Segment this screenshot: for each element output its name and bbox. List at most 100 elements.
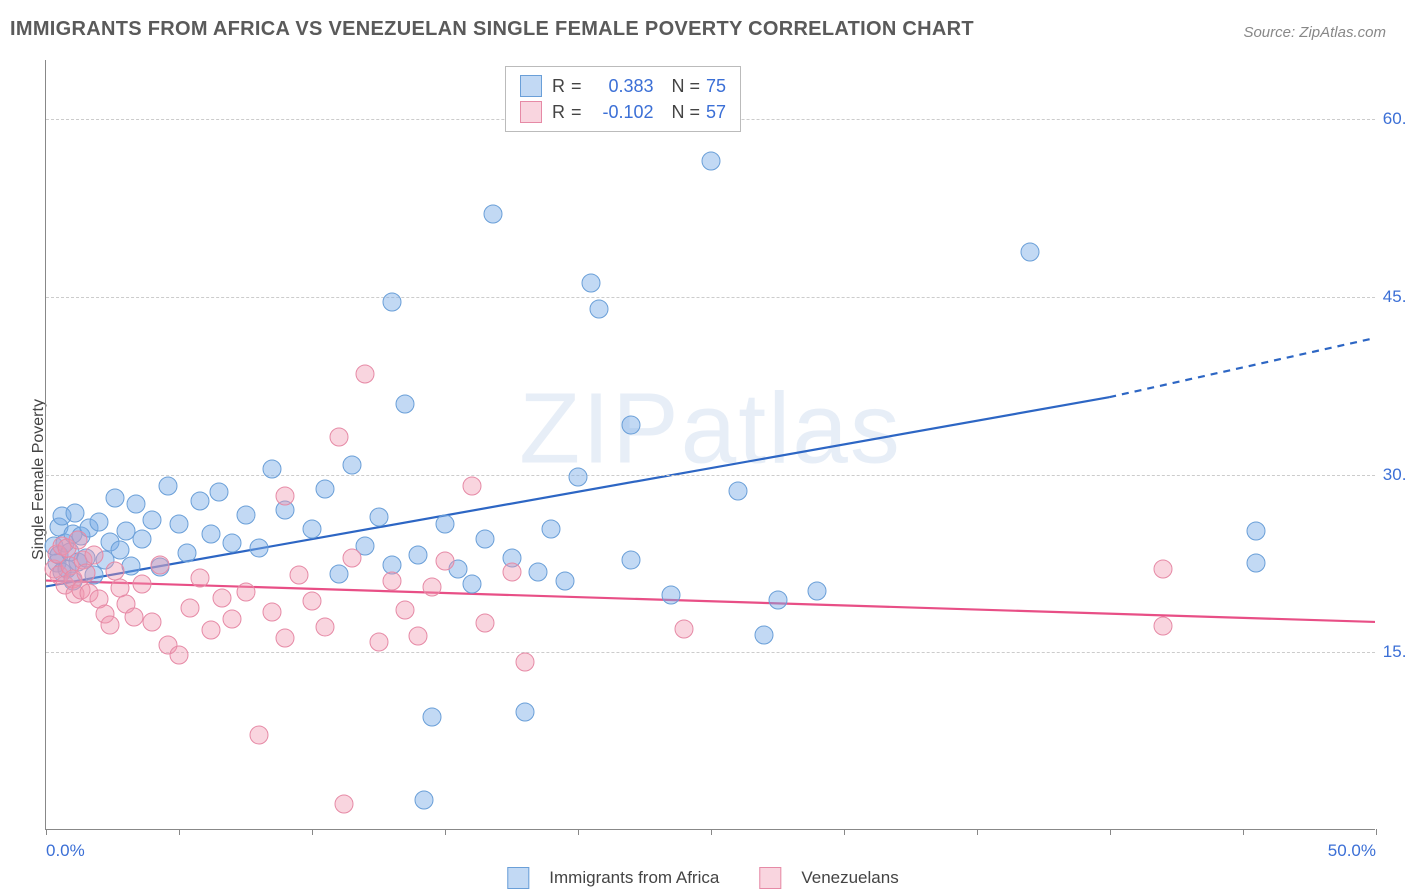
data-point-africa [409,546,428,565]
x-tick [844,829,845,835]
y-tick-label: 15.0% [1383,642,1406,662]
data-point-venezuela [515,652,534,671]
data-point-africa [90,513,109,532]
data-point-venezuela [675,619,694,638]
x-tick-label: 50.0% [1328,841,1376,861]
data-point-africa [475,529,494,548]
data-point-africa [249,539,268,558]
y-tick-label: 60.0% [1383,109,1406,129]
data-point-africa [209,483,228,502]
x-tick-label: 0.0% [46,841,85,861]
legend-swatch [520,75,542,97]
x-tick [445,829,446,835]
data-point-venezuela [180,599,199,618]
y-tick-label: 45.0% [1383,287,1406,307]
legend-row-africa: R=0.383N =75 [520,73,726,99]
legend-item-africa: Immigrants from Africa [507,867,719,889]
x-tick [711,829,712,835]
data-point-africa [263,459,282,478]
x-tick [977,829,978,835]
data-point-africa [177,543,196,562]
legend-swatch [520,101,542,123]
data-point-venezuela [334,794,353,813]
data-point-africa [223,534,242,553]
data-point-africa [582,273,601,292]
data-point-venezuela [100,616,119,635]
trend-lines [46,60,1375,829]
data-point-venezuela [422,578,441,597]
data-point-venezuela [276,486,295,505]
data-point-africa [1247,522,1266,541]
data-point-africa [622,415,641,434]
trendline-extension-africa [1109,338,1375,397]
data-point-africa [66,503,85,522]
data-point-venezuela [342,548,361,567]
data-point-africa [382,292,401,311]
data-point-venezuela [132,574,151,593]
legend-r-label: R [552,99,565,125]
data-point-venezuela [124,607,143,626]
data-point-venezuela [170,645,189,664]
legend-r-value: 0.383 [588,73,654,99]
data-point-africa [369,508,388,527]
correlation-legend: R=0.383N =75R=-0.102N =57 [505,66,741,132]
data-point-venezuela [68,530,87,549]
legend-item-venezuela: Venezuelans [759,867,898,889]
data-point-venezuela [191,568,210,587]
data-point-africa [1247,554,1266,573]
data-point-venezuela [1154,560,1173,579]
series-legend: Immigrants from Africa Venezuelans [507,867,898,889]
data-point-africa [170,515,189,534]
data-point-venezuela [76,563,95,582]
x-tick [1376,829,1377,835]
source-attribution: Source: ZipAtlas.com [1243,24,1386,41]
legend-n-value: 57 [706,99,726,125]
data-point-venezuela [409,626,428,645]
data-point-venezuela [329,427,348,446]
data-point-africa [728,482,747,501]
x-tick [1243,829,1244,835]
data-point-africa [159,477,178,496]
legend-r-label: R [552,73,565,99]
x-tick [179,829,180,835]
data-point-africa [662,586,681,605]
data-point-africa [483,205,502,224]
data-point-africa [143,510,162,529]
y-tick-label: 30.0% [1383,465,1406,485]
x-tick [46,829,47,835]
data-point-africa [1021,242,1040,261]
data-point-venezuela [263,603,282,622]
data-point-africa [529,562,548,581]
data-point-africa [622,550,641,569]
data-point-africa [422,708,441,727]
chart-container: { "title": "IMMIGRANTS FROM AFRICA VS VE… [0,0,1406,892]
data-point-africa [542,520,561,539]
legend-series-label: Immigrants from Africa [549,868,719,888]
data-point-venezuela [316,618,335,637]
data-point-venezuela [249,726,268,745]
data-point-africa [515,702,534,721]
chart-title: IMMIGRANTS FROM AFRICA VS VENEZUELAN SIN… [10,18,974,41]
legend-swatch [759,867,781,889]
data-point-africa [236,505,255,524]
data-point-africa [768,591,787,610]
data-point-africa [127,495,146,514]
x-tick [578,829,579,835]
data-point-venezuela [475,613,494,632]
data-point-africa [808,581,827,600]
gridline [46,297,1375,298]
data-point-venezuela [106,561,125,580]
data-point-africa [201,524,220,543]
data-point-venezuela [289,566,308,585]
data-point-africa [414,791,433,810]
data-point-venezuela [276,629,295,648]
data-point-africa [590,299,609,318]
data-point-venezuela [151,555,170,574]
gridline [46,652,1375,653]
x-tick [1110,829,1111,835]
x-tick [312,829,313,835]
data-point-africa [702,151,721,170]
data-point-africa [396,394,415,413]
data-point-africa [106,489,125,508]
data-point-venezuela [212,588,231,607]
